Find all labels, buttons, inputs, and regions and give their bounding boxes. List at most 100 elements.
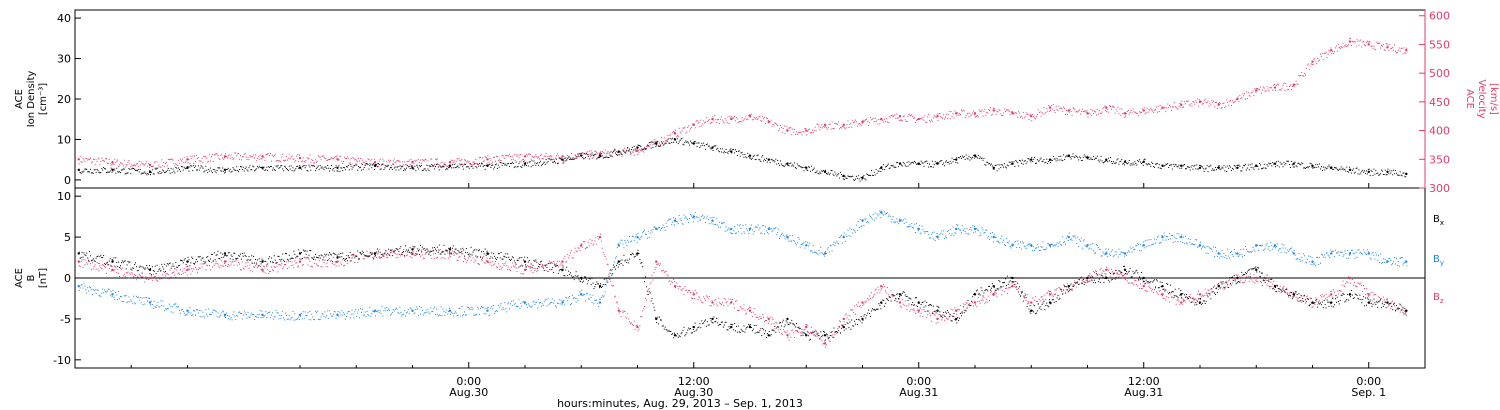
by-sample — [203, 315, 205, 317]
ion-density-sample — [635, 150, 637, 152]
by-sample — [671, 224, 673, 226]
ion-density-sample — [1110, 161, 1112, 163]
velocity-sample — [780, 127, 782, 129]
ion-density-sample — [561, 159, 563, 161]
ion-density-sample — [1200, 165, 1202, 167]
ion-density-sample — [398, 169, 400, 171]
ion-density-sample — [1281, 163, 1283, 165]
bz-sample — [239, 263, 241, 265]
velocity-sample — [1264, 90, 1266, 92]
by-sample — [138, 299, 140, 301]
bz-sample — [231, 261, 233, 263]
velocity-sample — [800, 131, 802, 133]
by-sample — [347, 311, 349, 313]
velocity-sample — [351, 163, 353, 165]
by-sample — [261, 310, 263, 312]
velocity-sample — [1389, 43, 1391, 45]
ion-density-sample — [498, 166, 500, 168]
ion-density-sample — [986, 161, 988, 163]
by-sample — [676, 221, 678, 223]
velocity-sample — [645, 147, 646, 149]
bz-sample — [309, 260, 311, 262]
ion-density-sample — [1234, 165, 1236, 167]
ion-density-sample — [843, 178, 845, 180]
velocity-sample — [705, 121, 706, 123]
by-sample — [945, 235, 946, 237]
by-sample — [545, 298, 547, 300]
by-sample — [560, 299, 562, 301]
ion-density-sample — [160, 173, 162, 175]
ion-density-sample — [204, 170, 206, 172]
ion-density-sample — [838, 173, 840, 175]
by-sample — [1217, 252, 1219, 254]
ion-density-sample — [401, 166, 403, 168]
ion-density-sample — [191, 165, 193, 167]
ion-density-sample — [1197, 168, 1199, 170]
velocity-sample — [460, 160, 462, 162]
bz-sample — [285, 264, 286, 266]
by-sample — [197, 312, 199, 314]
velocity-sample — [120, 162, 121, 164]
by-sample — [865, 218, 867, 220]
ion-density-sample — [166, 169, 168, 171]
by-sample — [236, 315, 238, 317]
by-sample — [561, 304, 563, 306]
ion-density-sample — [1029, 159, 1031, 161]
by-sample — [230, 317, 232, 319]
ion-density-sample — [779, 164, 781, 166]
velocity-sample — [505, 154, 507, 156]
by-sample — [133, 295, 135, 297]
ion-density-sample — [794, 162, 796, 164]
velocity-sample — [1316, 63, 1318, 65]
ion-density-sample — [847, 175, 849, 177]
ion-density-sample — [1245, 163, 1246, 165]
velocity-sample — [322, 155, 324, 157]
by-sample — [1080, 240, 1081, 242]
velocity-sample — [300, 158, 301, 160]
by-sample — [494, 312, 496, 314]
by-sample — [1368, 252, 1370, 254]
by-sample — [1231, 254, 1233, 256]
velocity-sample — [1240, 98, 1242, 100]
velocity-sample — [204, 156, 206, 158]
velocity-sample — [532, 156, 534, 158]
ion-density-sample — [842, 178, 844, 180]
velocity-sample — [1021, 117, 1023, 119]
by-sample — [752, 233, 754, 235]
ion-density-sample — [1238, 164, 1240, 166]
ion-density-sample — [708, 145, 710, 147]
velocity-sample — [106, 162, 108, 164]
by-sample — [396, 308, 398, 310]
by-sample — [597, 302, 599, 304]
by-sample — [938, 238, 940, 240]
ion-density-sample — [1328, 164, 1330, 166]
by-sample — [559, 303, 561, 305]
ion-density-sample — [180, 170, 181, 172]
ion-density-sample — [817, 172, 819, 174]
velocity-sample — [408, 159, 410, 161]
ion-density-sample — [492, 164, 494, 166]
ion-density-sample — [1207, 171, 1209, 173]
velocity-sample — [1231, 100, 1233, 102]
velocity-sample — [961, 110, 963, 112]
by-sample — [198, 310, 200, 312]
velocity-sample — [1352, 41, 1354, 43]
ion-density-sample — [414, 165, 416, 167]
velocity-sample — [1322, 59, 1324, 61]
by-sample — [108, 288, 110, 290]
top-y2tick-label: 450 — [1429, 96, 1450, 109]
ion-density-sample — [980, 157, 982, 159]
bz-sample — [135, 275, 136, 277]
bz-sample — [450, 253, 452, 255]
ion-density-sample — [384, 167, 386, 169]
by-sample — [1352, 252, 1354, 254]
by-sample — [868, 222, 870, 224]
ion-density-sample — [529, 161, 531, 163]
velocity-sample — [804, 128, 806, 130]
bz-sample — [314, 262, 316, 264]
velocity-sample — [1001, 114, 1003, 116]
by-sample — [456, 314, 458, 316]
bz-sample — [214, 263, 216, 265]
by-sample — [1230, 250, 1232, 252]
velocity-sample — [840, 126, 841, 128]
